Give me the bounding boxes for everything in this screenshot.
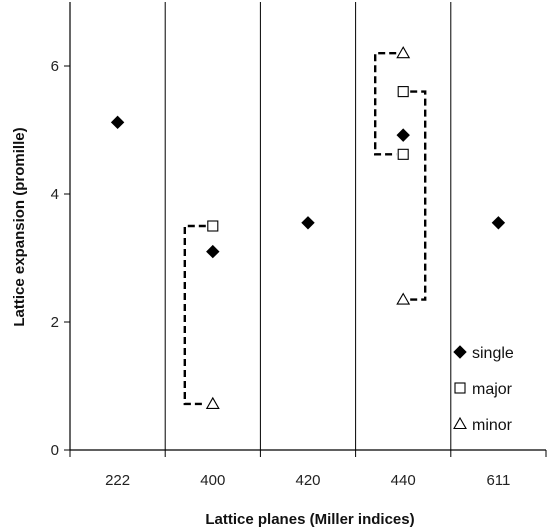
minor-point xyxy=(205,396,220,409)
single-point xyxy=(301,216,315,230)
single-point xyxy=(110,115,125,130)
minor-point xyxy=(396,292,411,305)
legend-marker-minor xyxy=(453,416,467,430)
legend-label-major: major xyxy=(472,381,513,398)
x-tick-label: 611 xyxy=(486,472,510,489)
y-axis-ticks: 0 2 4 6 xyxy=(51,58,70,459)
y-tick-label: 6 xyxy=(51,58,59,75)
legend-marker-major xyxy=(454,382,466,394)
legend-marker-single xyxy=(453,345,467,359)
group-bracket xyxy=(374,52,397,156)
x-axis-title: Lattice planes (Miller indices) xyxy=(205,511,414,528)
y-tick-label: 0 xyxy=(51,442,59,459)
major-point xyxy=(397,86,409,98)
x-tick-label: 420 xyxy=(295,472,320,489)
single-point xyxy=(396,128,410,142)
single-point xyxy=(206,244,220,259)
major-point xyxy=(207,220,219,232)
single-point xyxy=(491,216,506,230)
category-separators xyxy=(164,2,452,450)
axes xyxy=(69,2,546,451)
group-bracket xyxy=(183,224,206,406)
x-axis-ticks: 222 400 420 440 611 xyxy=(69,450,547,489)
y-axis-title: Lattice expansion (promille) xyxy=(11,127,28,326)
y-tick-label: 4 xyxy=(51,186,59,203)
grouping-brackets xyxy=(183,52,427,406)
minor-point xyxy=(396,46,411,59)
data-points xyxy=(110,46,506,409)
y-tick-label: 2 xyxy=(51,314,59,331)
legend-label-single: single xyxy=(472,345,514,362)
legend: single major minor xyxy=(453,345,514,434)
x-tick-label: 440 xyxy=(391,472,416,489)
x-tick-label: 400 xyxy=(200,472,225,489)
legend-label-minor: minor xyxy=(472,417,513,434)
x-tick-label: 222 xyxy=(105,472,130,489)
major-point xyxy=(397,148,409,160)
